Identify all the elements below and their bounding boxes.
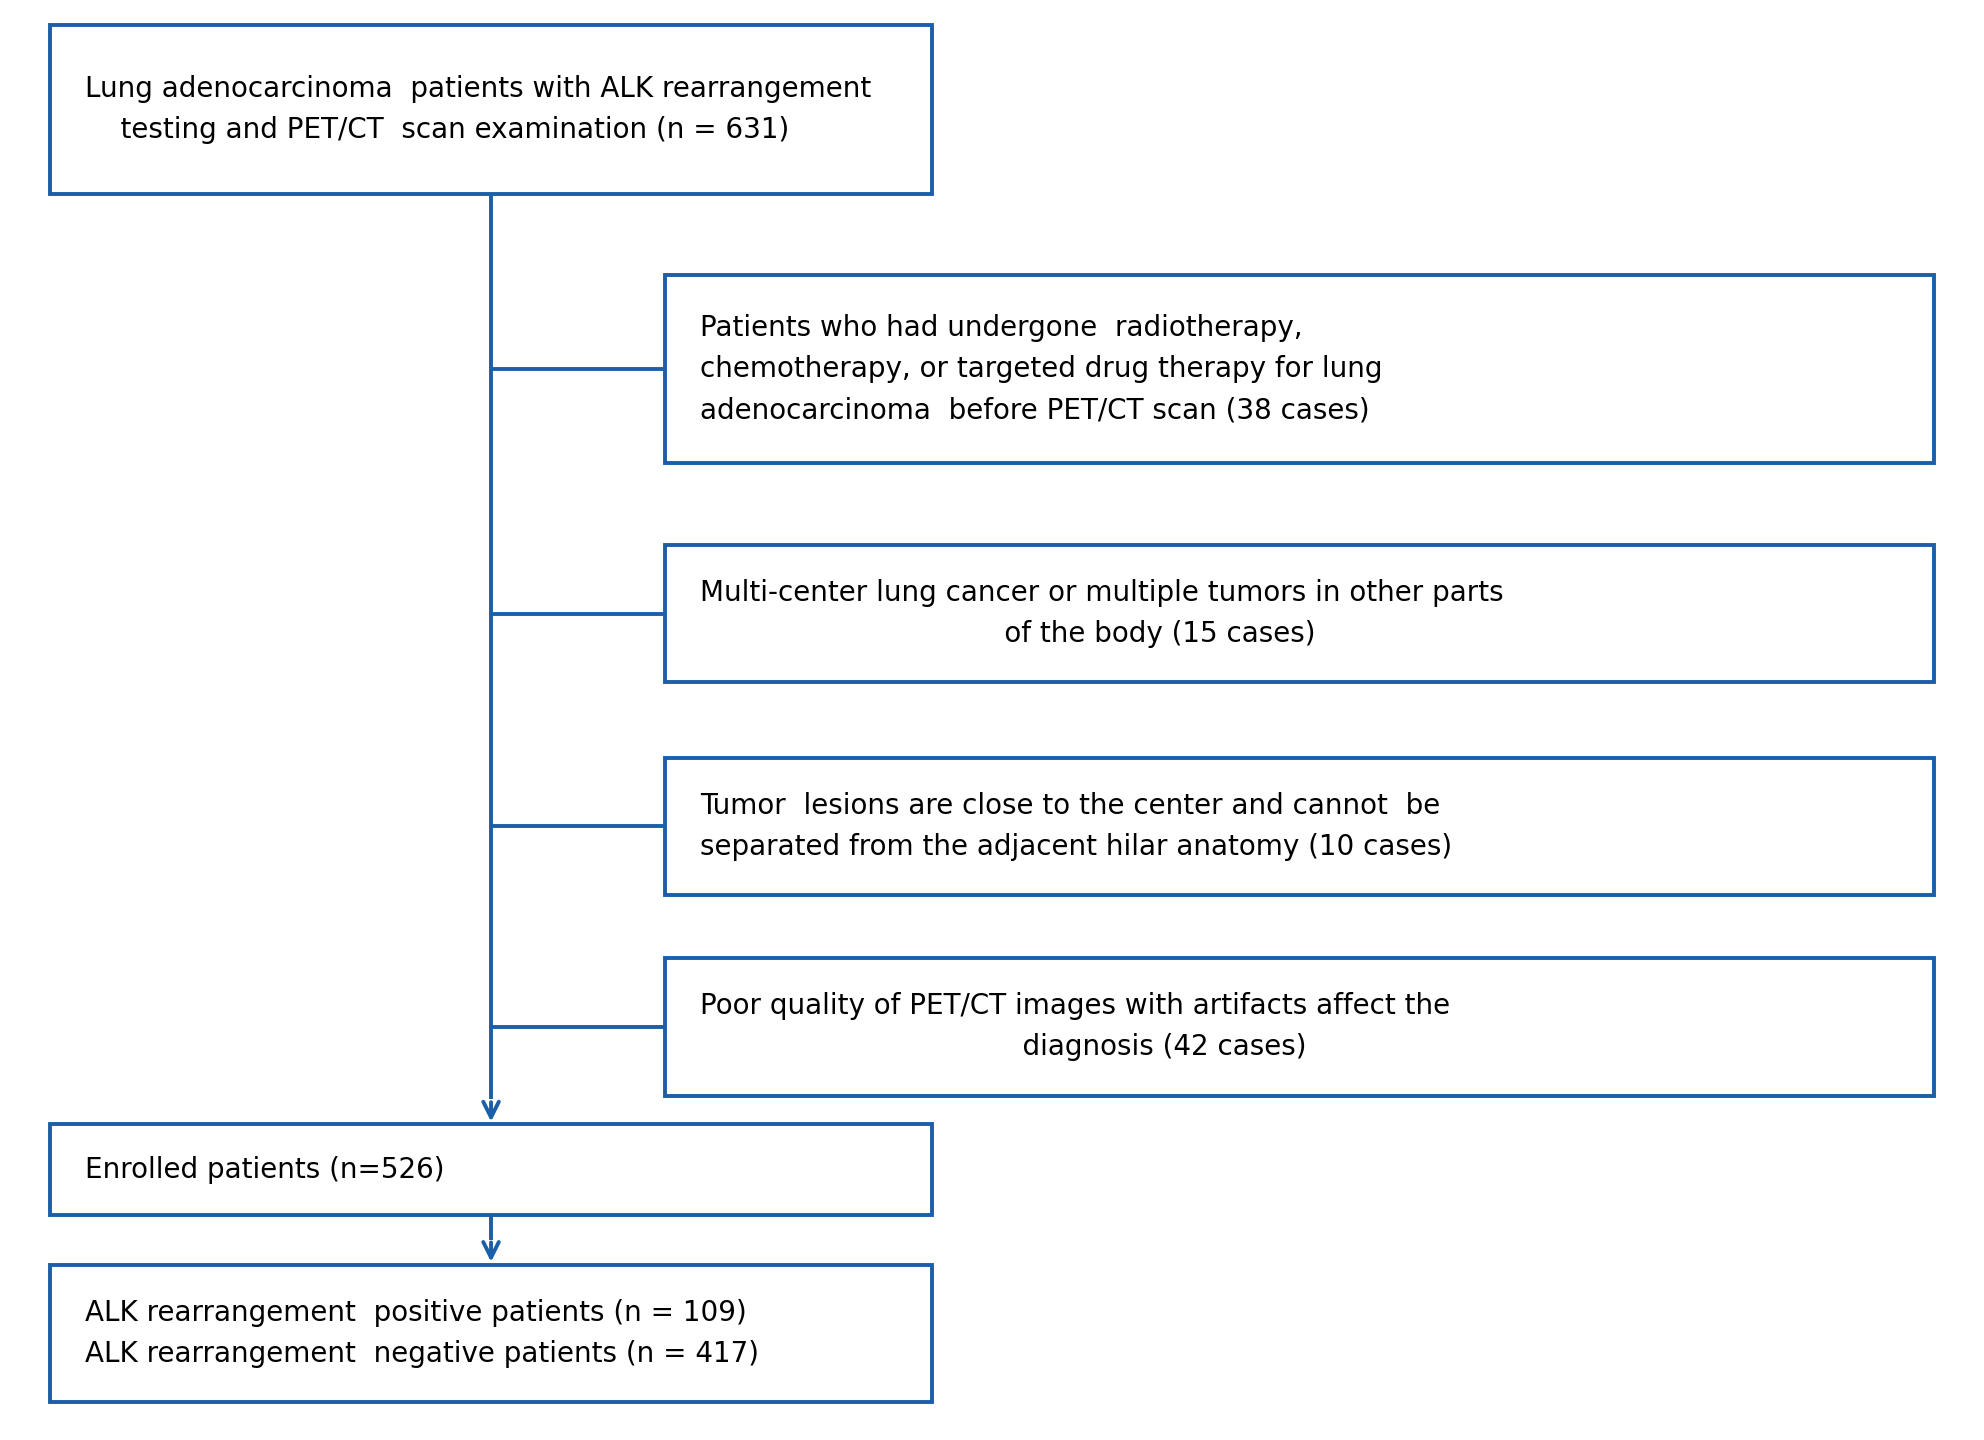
Text: Tumor  lesions are close to the center and cannot  be
separated from the adjacen: Tumor lesions are close to the center an… xyxy=(700,792,1452,861)
Text: Lung adenocarcinoma  patients with ALK rearrangement
    testing and PET/CT  sca: Lung adenocarcinoma patients with ALK re… xyxy=(85,75,871,144)
FancyBboxPatch shape xyxy=(665,544,1934,683)
FancyBboxPatch shape xyxy=(665,757,1934,896)
FancyBboxPatch shape xyxy=(665,275,1934,464)
Text: Multi-center lung cancer or multiple tumors in other parts
             of the b: Multi-center lung cancer or multiple tum… xyxy=(700,579,1504,648)
Text: Patients who had undergone  radiotherapy,
chemotherapy, or targeted drug therapy: Patients who had undergone radiotherapy,… xyxy=(700,314,1383,425)
FancyBboxPatch shape xyxy=(50,1125,932,1214)
Text: Poor quality of PET/CT images with artifacts affect the
                    diag: Poor quality of PET/CT images with artif… xyxy=(700,992,1450,1061)
FancyBboxPatch shape xyxy=(50,24,932,194)
Text: Enrolled patients (n=526): Enrolled patients (n=526) xyxy=(85,1155,444,1184)
Text: ALK rearrangement  positive patients (n = 109)
ALK rearrangement  negative patie: ALK rearrangement positive patients (n =… xyxy=(85,1299,760,1368)
FancyBboxPatch shape xyxy=(50,1264,932,1403)
FancyBboxPatch shape xyxy=(665,958,1934,1096)
